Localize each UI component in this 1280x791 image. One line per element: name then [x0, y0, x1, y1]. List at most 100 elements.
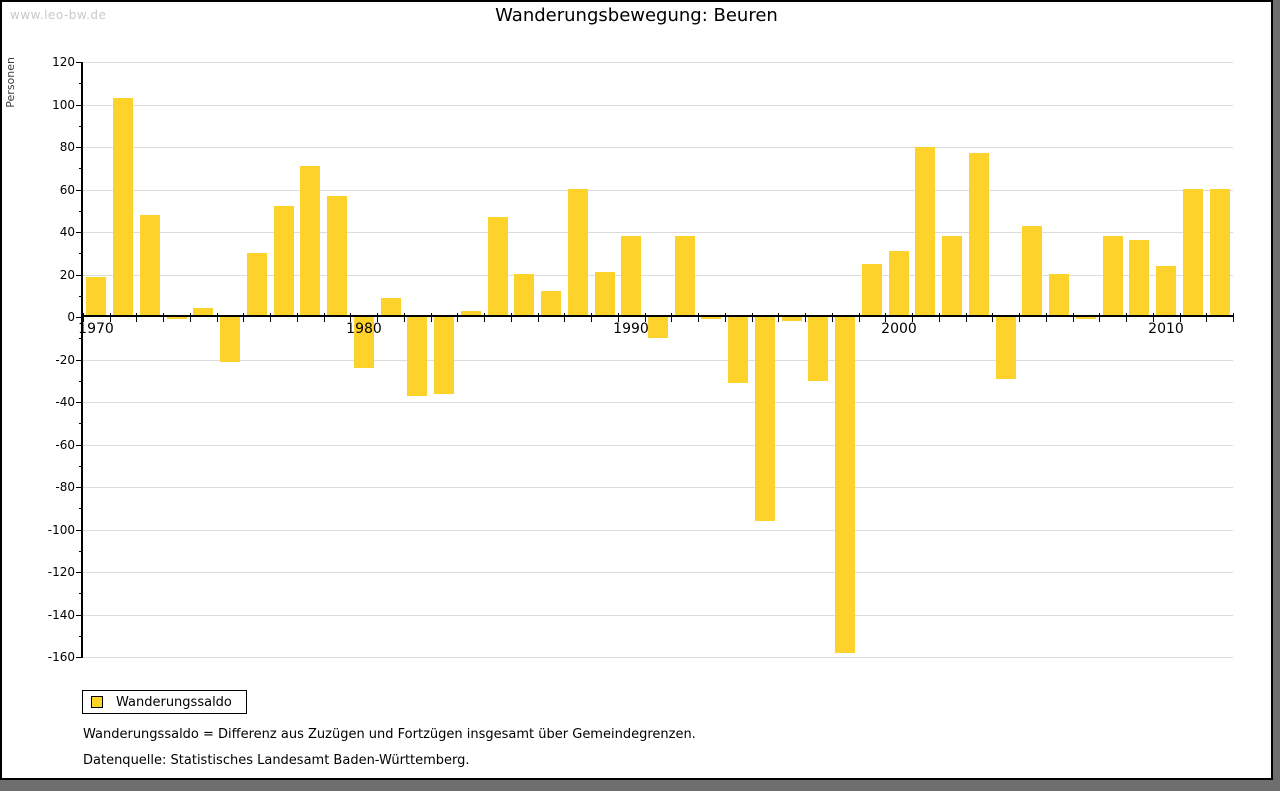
bar-2000 [889, 251, 909, 317]
chart-title: Wanderungsbewegung: Beuren [495, 5, 778, 26]
gridline--140 [83, 615, 1233, 616]
plot-area: -160 -140 -120 -100 -80 -60 -40 -20 0 20 40 60 80 100… [2, 2, 1271, 778]
y-minor-tick-30 [79, 253, 82, 254]
bar-2010 [1156, 266, 1176, 317]
x-tick-38 [1099, 313, 1100, 322]
bar-1980 [354, 317, 374, 368]
y-tick-label--60: -60 [55, 438, 75, 452]
bar-1984 [461, 311, 481, 317]
x-tick-label-1980: 1980 [346, 321, 382, 337]
bar-1974 [193, 308, 213, 317]
y-tick-label-40: 40 [59, 225, 75, 239]
gridline--60 [83, 445, 1233, 446]
x-tick-3 [163, 313, 164, 322]
bar-1973 [167, 317, 187, 319]
legend: Wanderungssaldo [82, 690, 247, 714]
bar-1997 [808, 317, 828, 381]
x-tick-0 [83, 313, 84, 322]
x-axis-line [81, 315, 1233, 317]
bar-1994 [728, 317, 748, 383]
gridline-20 [83, 275, 1233, 276]
y-major-tick-80 [76, 147, 81, 148]
x-tick-32 [939, 313, 940, 322]
x-tick-7 [270, 313, 271, 322]
x-tick-30 [885, 313, 886, 322]
gridline-80 [83, 147, 1233, 148]
y-tick-label--160: -160 [47, 650, 75, 664]
bar-1982 [407, 317, 427, 396]
x-tick-label-1970: 1970 [78, 321, 114, 337]
x-tick-40 [1153, 313, 1154, 322]
bar-1981 [381, 298, 401, 317]
y-tick-label-60: 60 [59, 183, 75, 197]
y-axis-line [81, 62, 83, 658]
y-major-tick-0 [76, 317, 81, 318]
bar-1989 [595, 272, 615, 317]
x-tick-26 [778, 313, 779, 322]
x-tick-22 [671, 313, 672, 322]
gridline-100 [83, 105, 1233, 106]
x-tick-39 [1126, 313, 1127, 322]
bar-1986 [514, 274, 534, 317]
x-tick-19 [591, 313, 592, 322]
gridline-120 [83, 62, 1233, 63]
y-major-tick--140 [76, 615, 81, 616]
y-minor-tick-110 [79, 83, 82, 84]
gridline--20 [83, 360, 1233, 361]
x-tick-34 [992, 313, 993, 322]
legend-swatch-icon [91, 696, 103, 708]
bar-1990 [621, 236, 641, 317]
x-tick-15 [484, 313, 485, 322]
bar-1970 [86, 277, 106, 317]
bar-1987 [541, 291, 561, 317]
bar-1992 [675, 236, 695, 317]
x-tick-4 [190, 313, 191, 322]
bar-1972 [140, 215, 160, 317]
y-major-tick-60 [76, 190, 81, 191]
y-minor-tick--10 [79, 338, 82, 339]
x-tick-25 [752, 313, 753, 322]
x-tick-6 [243, 313, 244, 322]
y-minor-tick--150 [79, 636, 82, 637]
x-tick-43 [1233, 313, 1234, 322]
legend-label: Wanderungssaldo [116, 694, 232, 710]
x-tick-33 [966, 313, 967, 322]
y-major-tick-100 [76, 105, 81, 106]
x-tick-label-2000: 2000 [881, 321, 917, 337]
y-tick-label-0: 0 [67, 310, 75, 324]
x-tick-41 [1180, 313, 1181, 322]
bar-1985 [488, 217, 508, 317]
watermark: www.leo-bw.de [10, 8, 107, 22]
y-major-tick--20 [76, 360, 81, 361]
y-minor-tick--50 [79, 423, 82, 424]
x-tick-37 [1073, 313, 1074, 322]
bar-1983 [434, 317, 454, 394]
bar-1988 [568, 189, 588, 317]
y-tick-label-100: 100 [52, 98, 75, 112]
y-tick-label-80: 80 [59, 140, 75, 154]
x-tick-1 [110, 313, 111, 322]
footnote-definition: Wanderungssaldo = Differenz aus Zuzügen … [83, 727, 696, 742]
x-tick-16 [511, 313, 512, 322]
gridline-40 [83, 232, 1233, 233]
x-tick-20 [618, 313, 619, 322]
y-minor-tick--130 [79, 593, 82, 594]
x-tick-18 [564, 313, 565, 322]
y-minor-tick--110 [79, 551, 82, 552]
y-major-tick--100 [76, 530, 81, 531]
bar-1999 [862, 264, 882, 317]
x-tick-31 [912, 313, 913, 322]
x-tick-29 [859, 313, 860, 322]
bar-1979 [327, 196, 347, 317]
bar-2001 [915, 147, 935, 317]
x-tick-35 [1019, 313, 1020, 322]
y-major-tick--80 [76, 487, 81, 488]
x-tick-24 [725, 313, 726, 322]
y-major-tick--160 [76, 657, 81, 658]
x-tick-label-1990: 1990 [613, 321, 649, 337]
y-tick-label--80: -80 [55, 480, 75, 494]
y-tick-label-20: 20 [59, 268, 75, 282]
gridline--100 [83, 530, 1233, 531]
gridline--160 [83, 657, 1233, 658]
bar-1971 [113, 98, 133, 317]
